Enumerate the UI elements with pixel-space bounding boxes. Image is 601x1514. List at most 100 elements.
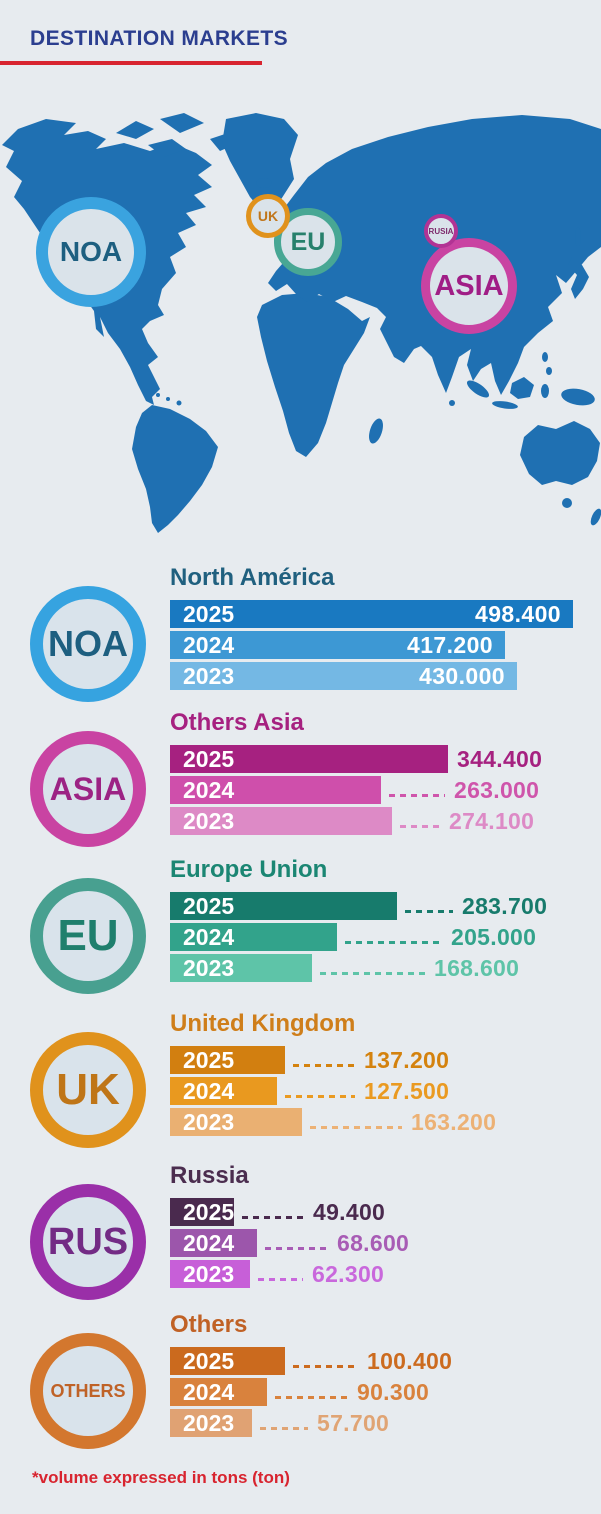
bar-row-rus-2023: 2023 62.300 [170, 1260, 601, 1288]
value-label: 168.600 [434, 954, 520, 981]
year-label: 2023 [183, 1260, 235, 1287]
value-bar: 2024 [170, 1229, 257, 1257]
map-marker-label: RUSIA [428, 226, 454, 236]
year-label: 2025 [183, 600, 235, 627]
bar-row-uk-2025: 2025 137.200 [170, 1046, 601, 1074]
region-badge-label: OTHERS [50, 1380, 126, 1401]
bar-row-rus-2024: 2024 68.600 [170, 1229, 601, 1257]
value-label: 68.600 [337, 1229, 410, 1256]
year-label: 2024 [183, 631, 235, 658]
value-label: 57.700 [317, 1409, 390, 1436]
bar-row-eu-2025: 2025 283.700 [170, 892, 601, 920]
dotted-leader [242, 1216, 304, 1219]
value-label: 163.200 [411, 1108, 497, 1135]
year-label: 2025 [183, 745, 235, 772]
year-label: 2025 [183, 1046, 235, 1073]
region-badge-label: RUS [47, 1220, 129, 1263]
dotted-leader [389, 794, 445, 797]
bar-row-noa-2024: 2024 417.200 [170, 631, 601, 659]
value-label: 137.200 [364, 1046, 450, 1073]
year-label: 2024 [183, 923, 235, 950]
bar-row-asia-2024: 2024 263.000 [170, 776, 601, 804]
section-title: North América [170, 564, 335, 591]
map-marker-label: NOA [59, 236, 123, 267]
region-badge-eu: EU [30, 878, 146, 994]
bar-row-others-2023: 2023 57.700 [170, 1409, 601, 1437]
region-badge-label: ASIA [49, 770, 127, 807]
value-bar: 2025 [170, 1198, 234, 1226]
year-label: 2023 [183, 807, 235, 834]
region-badge-label: EU [57, 911, 119, 960]
value-label: 62.300 [312, 1260, 385, 1287]
region-badge-uk: UK [30, 1032, 146, 1148]
dotted-leader [320, 972, 425, 975]
bar-row-noa-2023: 2023 430.000 [170, 662, 601, 690]
year-label: 2023 [183, 1108, 235, 1135]
value-bar: 2023 [170, 1409, 252, 1437]
region-badge-label: UK [56, 1065, 120, 1114]
dotted-leader [310, 1126, 402, 1129]
map-marker-rusia: RUSIA [424, 214, 458, 248]
value-bar: 2025 [170, 1347, 285, 1375]
value-label: 498.400 [475, 600, 561, 627]
year-label: 2025 [183, 892, 235, 919]
dotted-leader [258, 1278, 303, 1281]
value-label: 90.300 [357, 1378, 430, 1405]
value-label: 430.000 [419, 662, 505, 689]
value-bar: 2024 417.200 [170, 631, 505, 659]
bar-row-asia-2023: 2023 274.100 [170, 807, 601, 835]
dotted-leader [345, 941, 442, 944]
year-label: 2025 [183, 1198, 235, 1225]
section-others: OTHERS Others 2025 100.400 2024 90.300 2023 57.… [0, 1311, 601, 1449]
region-badge-rus: RUS [30, 1184, 146, 1300]
value-label: 127.500 [364, 1077, 450, 1104]
dotted-leader [265, 1247, 328, 1250]
world-map: NOA EU UK ASIA RUSIA [0, 105, 601, 535]
value-label: 274.100 [449, 807, 535, 834]
bar-row-noa-2025: 2025 498.400 [170, 600, 601, 628]
year-label: 2024 [183, 1378, 235, 1405]
value-label: 344.400 [457, 745, 543, 772]
value-label: 100.400 [367, 1347, 453, 1374]
bar-row-uk-2023: 2023 163.200 [170, 1108, 601, 1136]
year-label: 2023 [183, 1409, 235, 1436]
footnote: *volume expressed in tons (ton) [32, 1468, 290, 1487]
map-marker-label: EU [290, 227, 326, 256]
value-bar: 2024 [170, 776, 381, 804]
map-marker-uk: UK [246, 194, 290, 238]
section-title: Others Asia [170, 709, 304, 736]
section-asia: ASIA Others Asia 2025 344.400 2024 263.000 202… [0, 709, 601, 847]
dotted-leader [405, 910, 453, 913]
value-bar: 2023 [170, 1260, 250, 1288]
value-bar: 2025 [170, 745, 448, 773]
region-badge-noa: NOA [30, 586, 146, 702]
section-uk: UK United Kingdom 2025 137.200 2024 127.500 20… [0, 1010, 601, 1148]
value-label: 417.200 [407, 631, 493, 658]
section-title: Europe Union [170, 856, 328, 883]
region-badge-others: OTHERS [30, 1333, 146, 1449]
section-rus: RUS Russia 2025 49.400 2024 68.600 2023 62.300 [0, 1162, 601, 1300]
section-title: United Kingdom [170, 1010, 356, 1037]
year-label: 2023 [183, 662, 235, 689]
title-underline [0, 61, 262, 65]
value-bar: 2024 [170, 1077, 277, 1105]
page-title: DESTINATION MARKETS [30, 27, 289, 50]
bar-row-asia-2025: 2025 344.400 [170, 745, 601, 773]
bar-row-uk-2024: 2024 127.500 [170, 1077, 601, 1105]
bar-row-others-2025: 2025 100.400 [170, 1347, 601, 1375]
region-badge-asia: ASIA [30, 731, 146, 847]
value-bar: 2025 [170, 892, 397, 920]
map-marker-asia: ASIA [421, 238, 517, 334]
dotted-leader [400, 825, 440, 828]
value-bar: 2023 [170, 954, 312, 982]
year-label: 2024 [183, 1229, 235, 1256]
dotted-leader [285, 1095, 355, 1098]
section-title: Russia [170, 1162, 249, 1189]
map-marker-noa: NOA [36, 197, 146, 307]
year-label: 2025 [183, 1347, 235, 1374]
value-label: 205.000 [451, 923, 537, 950]
section-title: Others [170, 1311, 248, 1338]
dotted-leader [293, 1365, 358, 1368]
value-bar: 2024 [170, 1378, 267, 1406]
region-badge-label: NOA [48, 623, 128, 664]
